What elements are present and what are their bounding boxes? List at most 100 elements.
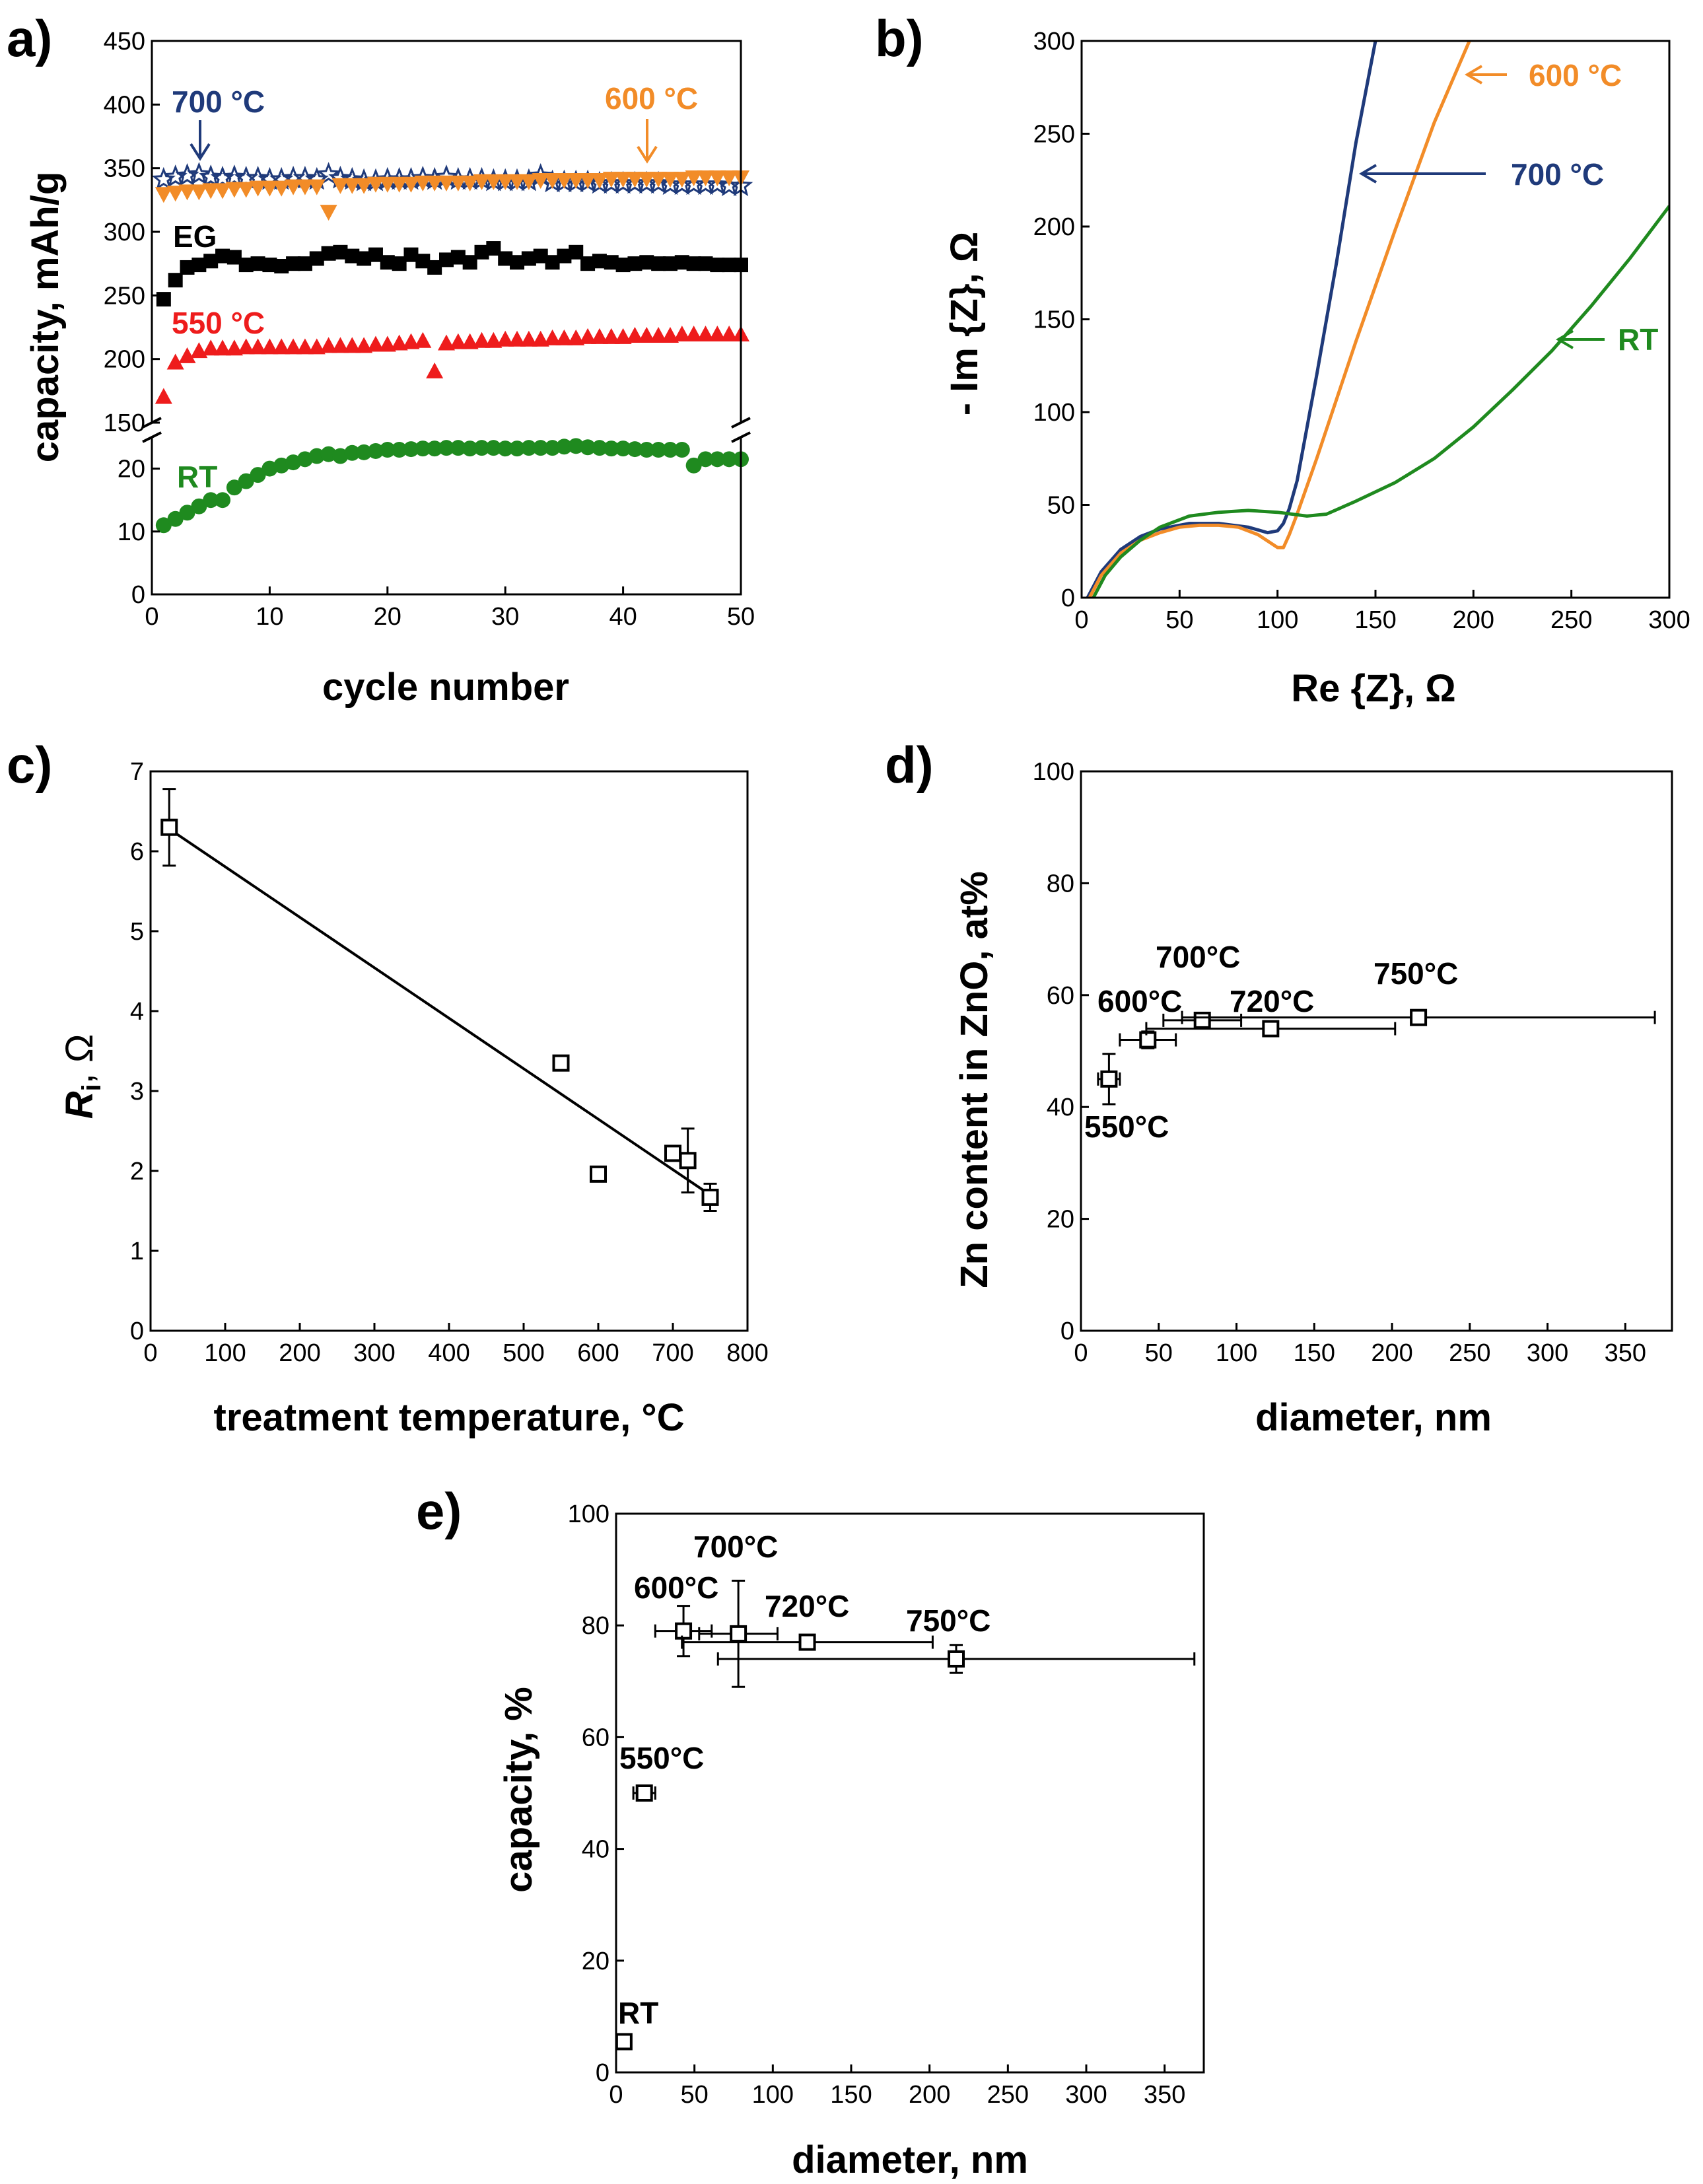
panel-d-xtick-label: 350 (1605, 1339, 1646, 1367)
panel-a-point-600C (178, 184, 196, 201)
panel-a-point-550C (225, 339, 243, 356)
panel-a-point-RT (427, 440, 443, 457)
panel-e-label-700: 700°C (693, 1530, 778, 1564)
panel-a-point-600C (402, 176, 420, 193)
panel-a-point-EG (274, 259, 289, 274)
panel-a-point-EG (474, 244, 489, 260)
panel-a-point-550C (602, 328, 620, 344)
panel-c-axes: 0 100 200 300 400 500 600 700 800 0 1 2 3 4 5 6 7 (130, 758, 769, 1367)
panel-a-point-550C (355, 337, 373, 353)
panel-d-xtick-label: 50 (1145, 1339, 1173, 1367)
panel-a-point-550C (520, 330, 538, 347)
panel-a-point-700C (163, 164, 188, 188)
panel-b-xtick-label: 0 (1074, 606, 1088, 634)
panel-e-marks (615, 1580, 1196, 2051)
panel-a-ylabel: capacity, mAh/g (24, 172, 67, 463)
panel-a-point-550C (285, 338, 302, 355)
panel-a-point-550C (555, 329, 573, 345)
panel-d-xtick-label: 250 (1449, 1339, 1490, 1367)
panel-a-point-600C (555, 173, 573, 190)
panel-d-label-600: 600°C (1097, 984, 1182, 1018)
panel-e-xtick-label: 250 (987, 2081, 1029, 2109)
panel-d-axes: 0 50 100 150 200 250 300 350 0 20 40 60 80 100 (1033, 758, 1673, 1367)
panel-a-upper-ytick-label: 400 (104, 91, 145, 119)
panel-e-xtick-label: 100 (752, 2081, 794, 2109)
panel-c-frame (149, 770, 749, 1332)
panel-e-label-720: 720°C (765, 1589, 849, 1623)
panel-d-ytick-label: 60 (1047, 982, 1074, 1010)
panel-a-point-600C (438, 175, 455, 192)
panel-e-xtick-label: 0 (609, 2081, 623, 2109)
panel-a-point-550C (320, 337, 337, 353)
panel-a-point-EG (521, 251, 536, 266)
panel-a-upper-ytick-label: 350 (104, 155, 145, 183)
panel-a-point-550C (461, 333, 479, 349)
panel-a-point-EG (415, 254, 431, 269)
panel-a-point-600C (261, 180, 279, 197)
panel-c-point (664, 1145, 681, 1162)
panel-a-point-600C (697, 170, 714, 187)
panel-a-point-EG (168, 273, 183, 288)
panel-b-arrow-600 (1465, 65, 1507, 85)
panel-a-point-600C (485, 174, 503, 190)
panel-a-point-RT (627, 441, 643, 458)
panel-c-xtick-label: 500 (503, 1339, 544, 1367)
panel-a-upper-ytick-label: 450 (104, 28, 145, 55)
panel-e-point (948, 1650, 965, 1668)
panel-a-point-RT (685, 457, 702, 474)
panel-a-point-EG (368, 247, 383, 262)
panel-a-point-600C (214, 183, 232, 199)
panel-d-ytick-label: 100 (1033, 758, 1074, 786)
panel-a-axes: 0 10 20 30 40 50 150 200 250 300 350 400 450 0 10 20 (104, 28, 755, 631)
panel-a-xtick-label: 40 (609, 603, 637, 631)
panel-c-ytick-label: 2 (130, 1158, 144, 1185)
panel-a-point-EG (156, 292, 171, 307)
panel-a-lower-ytick-label: 20 (118, 456, 145, 483)
panel-a-point-700C (316, 162, 341, 185)
panel-a-point-550C (202, 339, 220, 356)
panel-d-xtick-label: 300 (1527, 1339, 1568, 1367)
panel-c-xtick-label: 300 (353, 1339, 395, 1367)
panel-a-point-600C (661, 172, 679, 188)
panel-a-point-EG (250, 256, 265, 271)
panel-b-marks (1086, 41, 1669, 598)
panel-a-point-550C (402, 333, 420, 349)
panel-a-point-RT (709, 451, 726, 468)
panel-a-point-550C (296, 338, 314, 355)
panel-a-point-550C (614, 328, 632, 344)
panel-a-point-600C (320, 205, 337, 221)
panel-a-point-600C (308, 179, 326, 195)
panel-a-point-EG (333, 244, 348, 260)
panel-a-point-700C (151, 166, 176, 190)
panel-d-xtick-label: 100 (1216, 1339, 1257, 1367)
panel-a-point-RT (473, 440, 490, 456)
panel-b-label-600: 600 °C (1529, 58, 1622, 92)
panel-d-xtick-label: 200 (1371, 1339, 1412, 1367)
panel-a-frame-lower (151, 437, 742, 596)
panel-a-point-EG (215, 248, 230, 264)
panel-d-point (1262, 1020, 1280, 1038)
panel-a-upper-ytick-label: 250 (104, 282, 145, 310)
panel-a-point-550C (685, 326, 703, 342)
panel-d-point (1193, 1011, 1211, 1029)
panel-a-point-RT (179, 505, 195, 521)
panel-a-point-RT (462, 440, 478, 457)
panel-a-point-550C (579, 328, 597, 344)
panel-a-point-600C (285, 179, 302, 195)
panel-e-frame (615, 1512, 1205, 2074)
panel-a-point-550C (343, 337, 361, 353)
panel-b-axes: 0 50 100 150 200 250 300 0 50 100 150 200 250 300 (1033, 28, 1690, 634)
panel-a-point-550C (190, 342, 208, 359)
panel-a-point-550C (331, 337, 349, 353)
panel-a-label-rt: RT (177, 460, 217, 494)
panel-e-ytick-label: 0 (596, 2059, 609, 2087)
panel-a-point-600C (532, 173, 549, 190)
panel-a-point-700C (187, 162, 211, 185)
panel-c-xtick-label: 0 (143, 1339, 157, 1367)
panel-a-point-550C (626, 326, 644, 343)
panel-c-ylabel-sub: i (77, 1084, 106, 1091)
panel-a-label-700: 700 °C (172, 85, 265, 119)
panel-a-point-600C (378, 176, 396, 193)
panel-d-point (1139, 1031, 1157, 1049)
